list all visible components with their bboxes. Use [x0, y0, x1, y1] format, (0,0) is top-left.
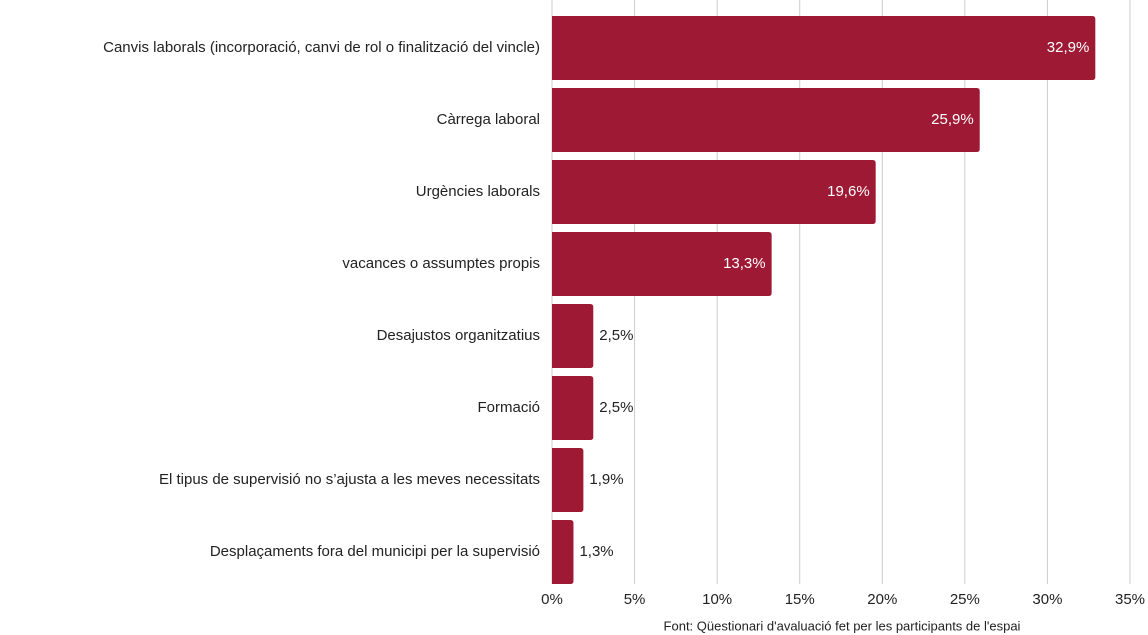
- x-tick-label: 35%: [1115, 591, 1145, 608]
- x-tick-label: 10%: [702, 591, 732, 608]
- value-label: 1,9%: [589, 471, 623, 488]
- value-label: 32,9%: [1047, 39, 1090, 56]
- y-tick-label: Desplaçaments fora del municipi per la s…: [210, 543, 540, 560]
- bar: [552, 16, 1096, 80]
- y-tick-label: vacances o assumptes propis: [342, 255, 540, 272]
- bar: [552, 160, 876, 224]
- x-tick-label: 20%: [867, 591, 897, 608]
- value-label: 13,3%: [723, 255, 766, 272]
- y-tick-label: El tipus de supervisió no s’ajusta a les…: [159, 471, 540, 488]
- x-tick-label: 5%: [624, 591, 646, 608]
- y-tick-label: Formació: [477, 399, 540, 416]
- x-tick-label: 15%: [785, 591, 815, 608]
- x-tick-label: 30%: [1032, 591, 1062, 608]
- bar: [552, 520, 574, 584]
- value-label: 2,5%: [599, 327, 633, 344]
- bar: [552, 448, 584, 512]
- value-label: 2,5%: [599, 399, 633, 416]
- bar: [552, 376, 594, 440]
- bar: [552, 88, 980, 152]
- value-label: 25,9%: [931, 111, 974, 128]
- bar: [552, 232, 772, 296]
- y-tick-label: Desajustos organitzatius: [377, 327, 540, 344]
- value-label: 1,3%: [579, 543, 613, 560]
- value-label: 19,6%: [827, 183, 870, 200]
- x-tick-label: 25%: [950, 591, 980, 608]
- source-note: Font: Qüestionari d'avaluació fet per le…: [664, 618, 1021, 633]
- x-tick-label: 0%: [541, 591, 563, 608]
- bar: [552, 304, 594, 368]
- y-tick-label: Urgències laborals: [416, 183, 540, 200]
- y-tick-label: Canvis laborals (incorporació, canvi de …: [103, 39, 540, 56]
- y-tick-label: Càrrega laboral: [437, 111, 540, 128]
